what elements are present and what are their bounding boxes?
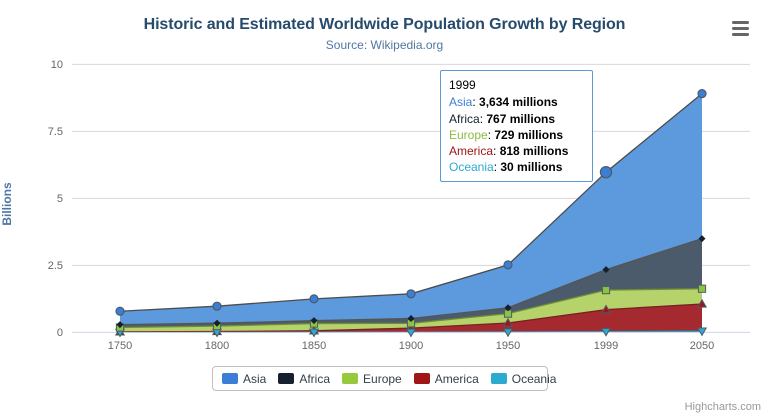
svg-text:5: 5 xyxy=(57,193,63,205)
svg-text:0: 0 xyxy=(57,327,63,339)
svg-text:2050: 2050 xyxy=(690,340,714,352)
svg-text:2.5: 2.5 xyxy=(48,260,63,272)
svg-text:1999: 1999 xyxy=(594,340,618,352)
svg-text:10: 10 xyxy=(51,59,63,71)
svg-text:1800: 1800 xyxy=(205,340,229,352)
svg-text:1750: 1750 xyxy=(108,340,132,352)
svg-text:1950: 1950 xyxy=(496,340,520,352)
svg-text:1900: 1900 xyxy=(399,340,423,352)
svg-text:1850: 1850 xyxy=(302,340,326,352)
svg-text:7.5: 7.5 xyxy=(48,126,63,138)
